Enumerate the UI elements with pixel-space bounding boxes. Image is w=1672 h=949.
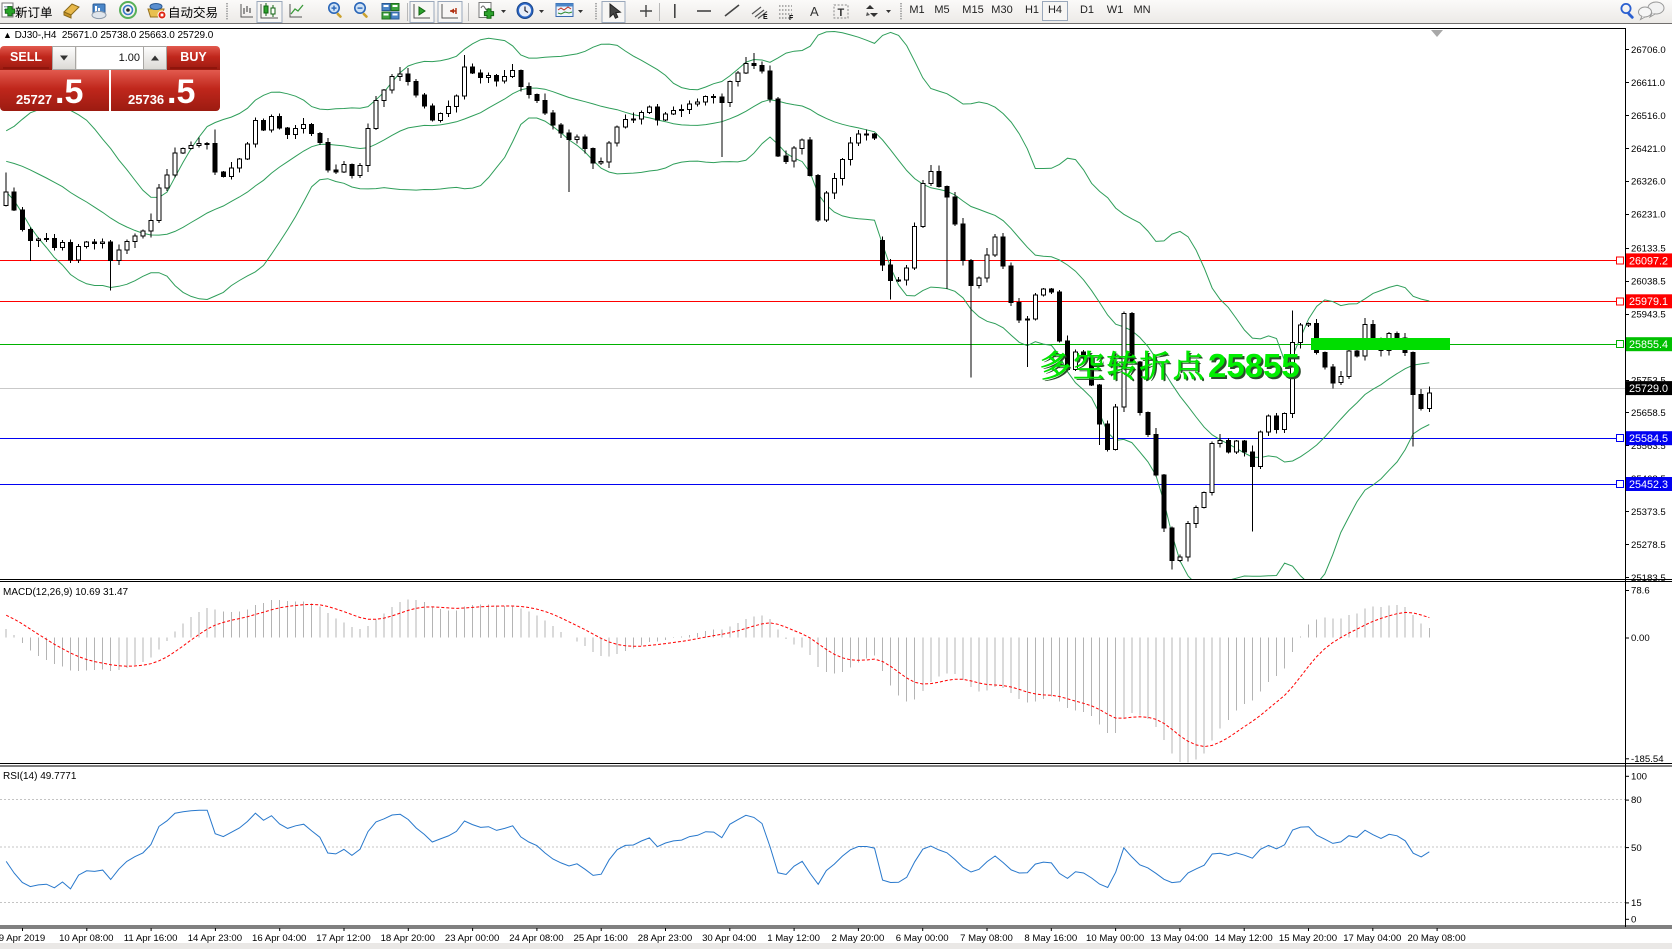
svg-text:25855: 25855	[1210, 349, 1302, 386]
svg-text:13 May 04:00: 13 May 04:00	[1150, 933, 1208, 944]
svg-text:100: 100	[1631, 772, 1647, 783]
svg-text:25855.4: 25855.4	[1629, 339, 1668, 351]
svg-text:25584.5: 25584.5	[1629, 433, 1668, 445]
svg-text:1 May 12:00: 1 May 12:00	[767, 933, 820, 944]
svg-text:25943.5: 25943.5	[1631, 309, 1666, 320]
svg-text:26097.2: 26097.2	[1629, 255, 1668, 267]
svg-text:2 May 20:00: 2 May 20:00	[831, 933, 884, 944]
svg-text:26231.0: 26231.0	[1631, 210, 1666, 221]
svg-text:14 May 12:00: 14 May 12:00	[1215, 933, 1273, 944]
svg-text:26421.0: 26421.0	[1631, 144, 1666, 155]
svg-text:16 Apr 04:00: 16 Apr 04:00	[252, 933, 306, 944]
svg-text:50: 50	[1631, 843, 1642, 854]
svg-text:A: A	[810, 4, 819, 19]
svg-text:9 Apr 2019: 9 Apr 2019	[0, 933, 45, 944]
svg-text:25729.0: 25729.0	[1629, 383, 1668, 395]
svg-text:25563.5: 25563.5	[1631, 441, 1666, 452]
svg-text:25658.5: 25658.5	[1631, 408, 1666, 419]
svg-text:26326.0: 26326.0	[1631, 177, 1666, 188]
svg-text:8 May 16:00: 8 May 16:00	[1024, 933, 1077, 944]
svg-text:17 May 04:00: 17 May 04:00	[1343, 933, 1401, 944]
svg-text:17 Apr 12:00: 17 Apr 12:00	[316, 933, 370, 944]
svg-text:10 Apr 08:00: 10 Apr 08:00	[59, 933, 113, 944]
svg-text:10 May 00:00: 10 May 00:00	[1086, 933, 1144, 944]
svg-text:26133.5: 26133.5	[1631, 244, 1666, 255]
svg-text:E: E	[763, 14, 768, 21]
svg-text:15: 15	[1631, 898, 1642, 909]
svg-text:26611.0: 26611.0	[1631, 78, 1665, 89]
svg-text:11 Apr 16:00: 11 Apr 16:00	[124, 933, 178, 944]
svg-text:25979.1: 25979.1	[1629, 296, 1668, 308]
svg-text:25373.5: 25373.5	[1631, 507, 1666, 518]
svg-text:MACD(12,26,9) 10.69 31.47: MACD(12,26,9) 10.69 31.47	[3, 587, 129, 598]
svg-text:25855: 25855	[1208, 347, 1300, 384]
svg-text:F: F	[789, 15, 794, 22]
svg-text:25278.5: 25278.5	[1631, 540, 1666, 551]
svg-text:80: 80	[1631, 795, 1642, 806]
svg-text:25 Apr 16:00: 25 Apr 16:00	[573, 933, 627, 944]
svg-text:RSI(14) 49.7771: RSI(14) 49.7771	[3, 771, 77, 782]
svg-text:T: T	[838, 7, 845, 19]
svg-text:15 May 20:00: 15 May 20:00	[1279, 933, 1337, 944]
svg-text:26706.0: 26706.0	[1631, 45, 1666, 56]
svg-text:25183.5: 25183.5	[1631, 573, 1666, 584]
svg-text:-185.54: -185.54	[1631, 754, 1664, 765]
svg-text:23 Apr 00:00: 23 Apr 00:00	[445, 933, 499, 944]
svg-text:0.00: 0.00	[1631, 633, 1650, 644]
svg-text:26516.0: 26516.0	[1631, 111, 1666, 122]
svg-text:24 Apr 08:00: 24 Apr 08:00	[509, 933, 563, 944]
svg-text:7 May 08:00: 7 May 08:00	[960, 933, 1013, 944]
svg-text:25753.5: 25753.5	[1631, 375, 1666, 386]
svg-text:20 May 08:00: 20 May 08:00	[1408, 933, 1466, 944]
svg-text:26038.5: 26038.5	[1631, 276, 1666, 287]
svg-text:6 May 00:00: 6 May 00:00	[896, 933, 949, 944]
svg-text:30 Apr 04:00: 30 Apr 04:00	[702, 933, 756, 944]
svg-text:0: 0	[1631, 915, 1636, 926]
svg-text:28 Apr 23:00: 28 Apr 23:00	[638, 933, 692, 944]
svg-text:78.6: 78.6	[1631, 586, 1650, 597]
svg-text:18 Apr 20:00: 18 Apr 20:00	[381, 933, 435, 944]
svg-text:25452.3: 25452.3	[1629, 479, 1668, 491]
svg-text:14 Apr 23:00: 14 Apr 23:00	[188, 933, 242, 944]
